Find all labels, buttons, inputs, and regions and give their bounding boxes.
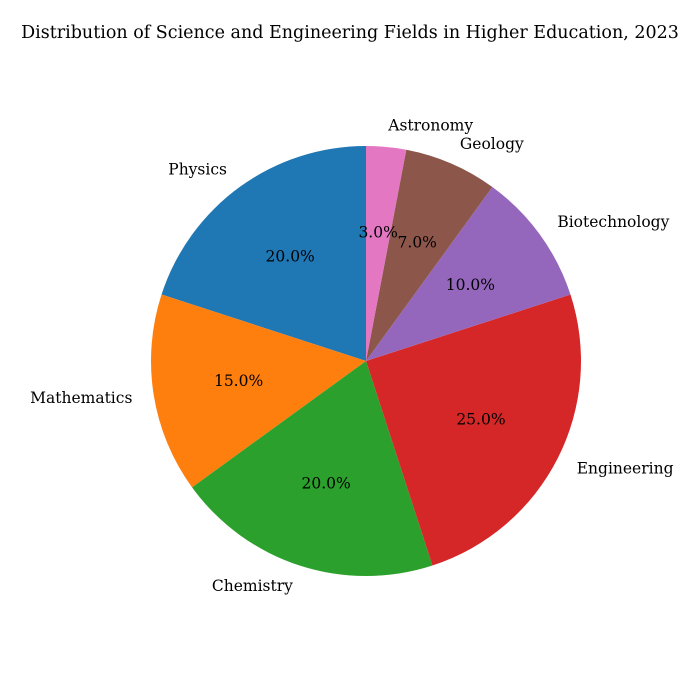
percent-label-geology: 7.0%: [398, 234, 437, 252]
pie-slice-engineering: [366, 294, 581, 566]
percent-label-astronomy: 3.0%: [358, 224, 397, 242]
pie-slices: [150, 146, 581, 576]
percent-labels: 20.0% 15.0% 20.0% 25.0% 10.0% 7.0%3.0%: [214, 224, 506, 493]
category-label-geology: Geology: [460, 135, 524, 153]
percent-label-mathematics: 15.0%: [214, 372, 263, 390]
percent-label-biotechnology: 10.0%: [446, 276, 495, 294]
pie-slice-physics: [161, 146, 366, 361]
pie-slice-biotechnology: [366, 187, 571, 361]
percent-label-engineering: 25.0%: [456, 411, 505, 429]
pie-slice-geology: [366, 149, 493, 361]
category-label-astronomy: Astronomy: [387, 117, 473, 135]
pie-slice-mathematics: [150, 294, 366, 488]
category-labels: Physics Mathematics Chemistry Engineering Bi…: [30, 117, 673, 595]
pie-slice-astronomy: [366, 146, 407, 361]
category-label-physics: Physics: [168, 161, 227, 179]
category-label-mathematics: Mathematics: [30, 389, 132, 407]
category-label-chemistry: Chemistry: [212, 577, 293, 595]
category-label-engineering: Engineering: [577, 459, 674, 477]
percent-label-chemistry: 20.0%: [302, 475, 351, 493]
chart-title: Distribution of Science and Engineering …: [21, 23, 679, 43]
pie-slice-chemistry: [192, 361, 433, 576]
percent-label-physics: 20.0%: [266, 248, 315, 266]
category-label-biotechnology: Biotechnology: [557, 213, 669, 231]
